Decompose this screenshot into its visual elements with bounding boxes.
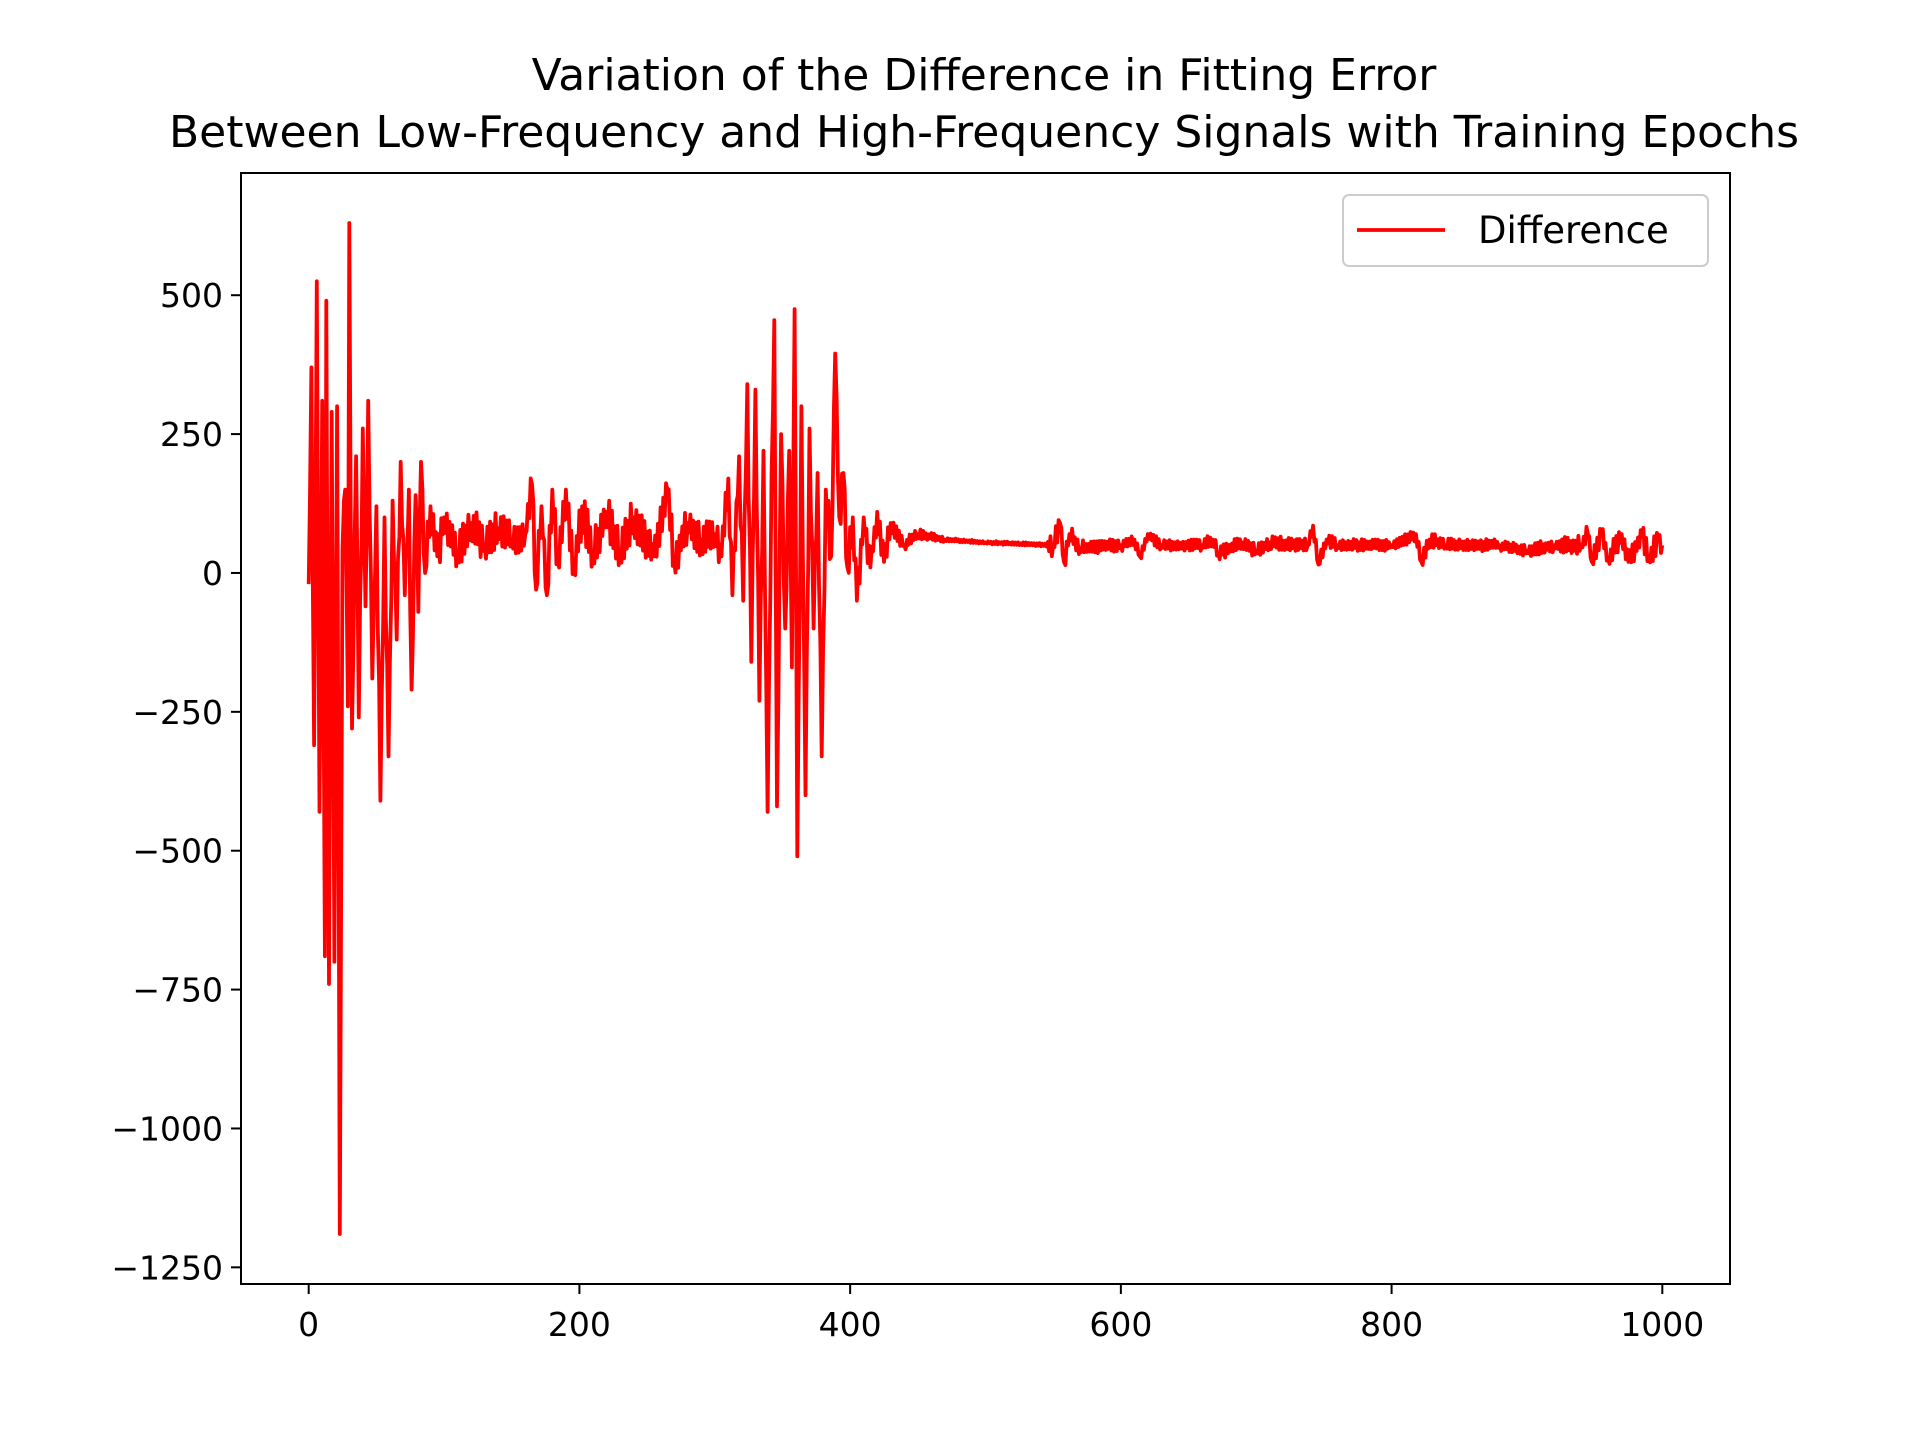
x-tick-label: 400 [819, 1305, 882, 1344]
y-tick-label: 250 [160, 415, 223, 454]
x-tick-label: 1000 [1620, 1305, 1704, 1344]
y-axis: −1250 −1000 −750 −500 −250 0 250 500 [111, 276, 241, 1287]
plot-layer [306, 221, 1665, 1236]
legend: Difference [1342, 194, 1709, 267]
chart-title-line-2: Between Low-Frequency and High-Frequency… [169, 107, 1799, 158]
x-tick-label: 200 [548, 1305, 611, 1344]
plot-frame [240, 172, 1731, 1285]
y-tick-label: −1250 [111, 1248, 223, 1287]
legend-label-difference: Difference [1478, 209, 1669, 252]
chart-title-line-1: Variation of the Difference in Fitting E… [532, 50, 1438, 101]
y-tick-label: 0 [202, 554, 223, 593]
x-tick-label: 0 [298, 1305, 319, 1344]
y-tick-label: −750 [132, 971, 223, 1010]
y-tick-label: 500 [160, 276, 223, 315]
x-tick-label: 600 [1089, 1305, 1152, 1344]
y-tick-label: −500 [132, 832, 223, 871]
y-tick-label: −250 [132, 693, 223, 732]
x-axis: 0 200 400 600 800 1000 [298, 1284, 1704, 1344]
x-tick-label: 800 [1360, 1305, 1423, 1344]
series-line-difference [306, 221, 1665, 1236]
legend-box [1342, 194, 1709, 267]
y-tick-label: −1000 [111, 1109, 223, 1148]
